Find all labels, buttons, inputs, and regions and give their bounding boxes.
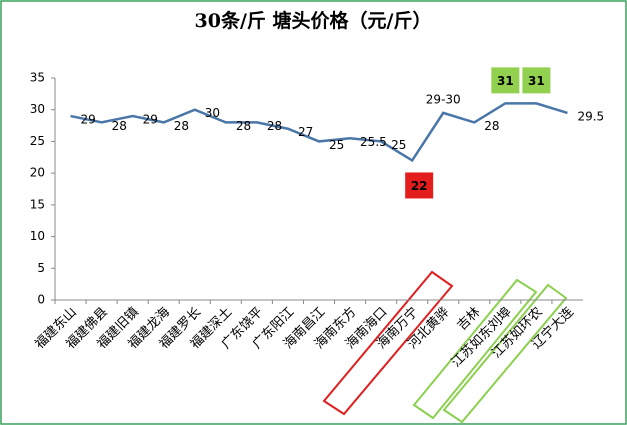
y-tick-label: 35 bbox=[30, 71, 45, 85]
data-label: 22 bbox=[411, 179, 428, 193]
y-tick-label: 10 bbox=[30, 229, 45, 243]
data-label: 25 bbox=[329, 138, 344, 152]
data-label: 28 bbox=[174, 119, 189, 133]
data-label: 28 bbox=[236, 119, 251, 133]
data-label: 31 bbox=[528, 74, 545, 88]
data-label: 31 bbox=[497, 74, 514, 88]
data-label: 29-30 bbox=[426, 92, 461, 106]
data-label: 29 bbox=[81, 113, 96, 127]
series-line bbox=[70, 102, 568, 163]
data-label: 28 bbox=[484, 119, 499, 133]
highlight-box bbox=[442, 283, 568, 424]
y-tick-label: 25 bbox=[30, 134, 45, 148]
data-label: 29 bbox=[143, 113, 158, 127]
label-box bbox=[405, 172, 434, 199]
data-label: 30 bbox=[205, 106, 220, 120]
label-box bbox=[491, 67, 520, 94]
label-box bbox=[522, 67, 551, 94]
data-label: 25.5 bbox=[360, 135, 387, 149]
y-tick-label: 0 bbox=[37, 293, 45, 307]
data-label: 28 bbox=[267, 119, 282, 133]
y-tick-label: 5 bbox=[37, 261, 45, 275]
data-label: 28 bbox=[112, 119, 127, 133]
y-tick-label: 30 bbox=[30, 102, 45, 116]
y-tick-label: 20 bbox=[30, 166, 45, 180]
data-label: 25 bbox=[391, 138, 406, 152]
data-label: 29.5 bbox=[577, 109, 604, 123]
data-label: 27 bbox=[298, 125, 313, 139]
y-tick-label: 15 bbox=[30, 197, 45, 211]
chart-title: 30条/斤 塘头价格（元/斤） bbox=[195, 9, 432, 32]
highlight-box bbox=[412, 278, 538, 420]
highlight-box bbox=[322, 270, 454, 416]
